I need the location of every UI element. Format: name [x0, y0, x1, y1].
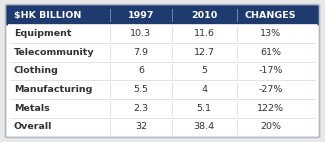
Text: $HK BILLION: $HK BILLION — [14, 11, 81, 19]
Text: 11.6: 11.6 — [194, 29, 215, 38]
Bar — [8, 16, 317, 24]
Text: -27%: -27% — [258, 85, 283, 94]
Bar — [8, 118, 317, 136]
Text: 2010: 2010 — [191, 11, 217, 19]
Text: 7.9: 7.9 — [133, 48, 149, 57]
Text: 13%: 13% — [260, 29, 281, 38]
Text: Metals: Metals — [14, 104, 50, 113]
Bar — [8, 80, 317, 99]
Text: 10.3: 10.3 — [130, 29, 151, 38]
Bar — [8, 24, 317, 43]
Bar — [8, 62, 317, 80]
Text: CHANGES: CHANGES — [245, 11, 296, 19]
Text: 32: 32 — [135, 123, 147, 131]
Text: Clothing: Clothing — [14, 66, 59, 76]
Text: 2.3: 2.3 — [133, 104, 149, 113]
Text: Manufacturing: Manufacturing — [14, 85, 92, 94]
Text: 5.5: 5.5 — [133, 85, 149, 94]
Text: 1997: 1997 — [128, 11, 154, 19]
Text: 12.7: 12.7 — [194, 48, 215, 57]
Text: -17%: -17% — [258, 66, 283, 76]
Text: 5.1: 5.1 — [197, 104, 212, 113]
Text: 5: 5 — [201, 66, 207, 76]
FancyBboxPatch shape — [6, 5, 319, 25]
Text: 6: 6 — [138, 66, 144, 76]
Text: 38.4: 38.4 — [194, 123, 215, 131]
Bar — [8, 99, 317, 118]
Text: 20%: 20% — [260, 123, 281, 131]
Text: Telecommunity: Telecommunity — [14, 48, 95, 57]
Text: 122%: 122% — [257, 104, 284, 113]
FancyBboxPatch shape — [6, 5, 319, 137]
Text: Equipment: Equipment — [14, 29, 72, 38]
Text: Overall: Overall — [14, 123, 52, 131]
Text: 4: 4 — [201, 85, 207, 94]
Text: 61%: 61% — [260, 48, 281, 57]
Bar — [8, 43, 317, 62]
